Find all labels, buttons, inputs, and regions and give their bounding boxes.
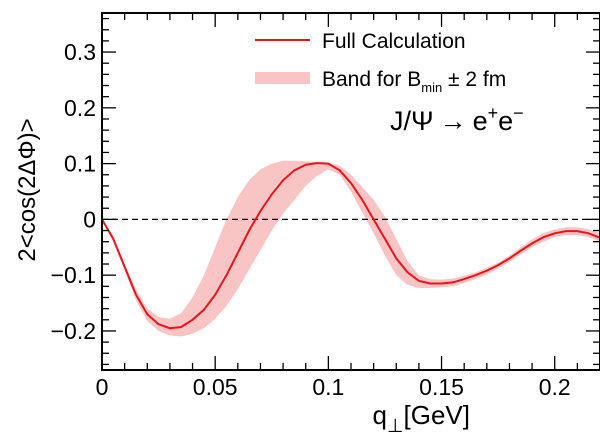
y-axis-title: 2<cos(2ΔΦ)> (14, 118, 41, 261)
line-layer (102, 162, 600, 330)
x-axis-ticks: 0 0.05 0.1 0.15 0.2 (96, 13, 600, 400)
y-tick-label: −0.1 (51, 262, 96, 288)
legend: Full Calculation Band for Bmin ± 2 fm (255, 30, 506, 95)
legend-band-swatch (255, 72, 310, 84)
legend-label-full-calculation: Full Calculation (322, 30, 466, 53)
y-tick-label: 0.3 (64, 39, 96, 65)
x-axis-label: q (372, 400, 386, 430)
x-tick-label: 0.05 (193, 374, 238, 400)
x-axis-unit: [GeV] (404, 400, 470, 430)
x-axis-title: q⊥[GeV] (372, 400, 470, 437)
decay-annotation: J/Ψ → e+e− (390, 103, 524, 136)
y-axis-ticks: −0.2 −0.1 0 0.1 0.2 0.3 (51, 17, 600, 366)
y-tick-label: 0.2 (64, 95, 96, 121)
band-layer (102, 160, 600, 337)
legend-label-band: Band for Bmin ± 2 fm (322, 68, 506, 95)
x-tick-label: 0.15 (419, 374, 464, 400)
y-tick-label: −0.2 (51, 318, 96, 344)
x-tick-label: 0.2 (539, 374, 571, 400)
x-tick-label: 0 (96, 374, 109, 400)
y-tick-label: 0 (83, 206, 96, 232)
x-tick-label: 0.1 (312, 374, 344, 400)
x-axis-label-subscript: ⊥ (387, 416, 404, 437)
full-calculation-line (102, 162, 600, 330)
uncertainty-band (102, 160, 600, 337)
y-tick-label: 0.1 (64, 151, 96, 177)
legend-label-band-subscript: min (421, 80, 442, 95)
